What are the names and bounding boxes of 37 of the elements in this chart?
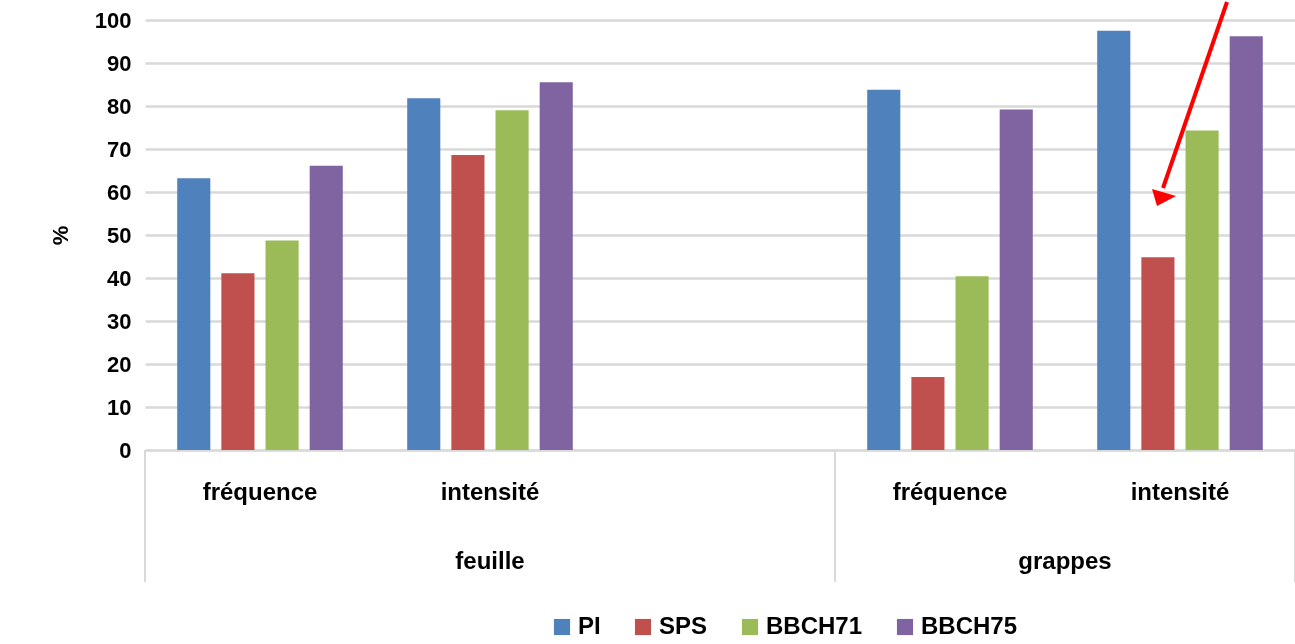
y-tick-label: 20 bbox=[107, 351, 132, 377]
x-tick-label: intensité bbox=[440, 477, 540, 505]
bar bbox=[867, 89, 901, 450]
y-tick-label: 10 bbox=[107, 394, 132, 420]
bar bbox=[309, 165, 343, 450]
y-tick-label: 70 bbox=[107, 136, 132, 162]
bar bbox=[177, 178, 211, 450]
bar bbox=[1097, 30, 1131, 450]
bar bbox=[407, 98, 441, 450]
bar bbox=[495, 110, 529, 450]
bar bbox=[1229, 36, 1263, 450]
bar bbox=[539, 82, 573, 450]
bar bbox=[999, 109, 1033, 450]
y-tick-label: 40 bbox=[107, 265, 132, 291]
legend-label: PI bbox=[578, 612, 601, 639]
y-tick-label: 90 bbox=[107, 50, 132, 76]
legend-label: SPS bbox=[659, 612, 708, 639]
text: feuille bbox=[455, 547, 525, 574]
y-tick-label: 0 bbox=[119, 437, 132, 463]
legend-label: BBCH75 bbox=[921, 612, 1018, 639]
y-tick-label: 80 bbox=[107, 93, 132, 119]
text: grappes bbox=[1018, 547, 1112, 574]
bar bbox=[221, 273, 255, 450]
y-tick-label: 30 bbox=[107, 308, 132, 334]
bar bbox=[451, 155, 485, 450]
x-tick-label: intensité bbox=[1130, 477, 1230, 505]
bar bbox=[955, 276, 989, 450]
y-tick-label: 60 bbox=[107, 179, 132, 205]
y-tick-label: 100 bbox=[94, 7, 132, 33]
bar bbox=[1141, 257, 1175, 450]
y-axis-title: % bbox=[47, 225, 73, 246]
y-tick-label: 50 bbox=[107, 222, 132, 248]
bar bbox=[265, 240, 299, 450]
x-tick-label: fréquence bbox=[202, 477, 318, 505]
x-tick-label: fréquence bbox=[892, 477, 1008, 505]
bar bbox=[911, 376, 945, 450]
legend-label: BBCH71 bbox=[766, 612, 863, 639]
